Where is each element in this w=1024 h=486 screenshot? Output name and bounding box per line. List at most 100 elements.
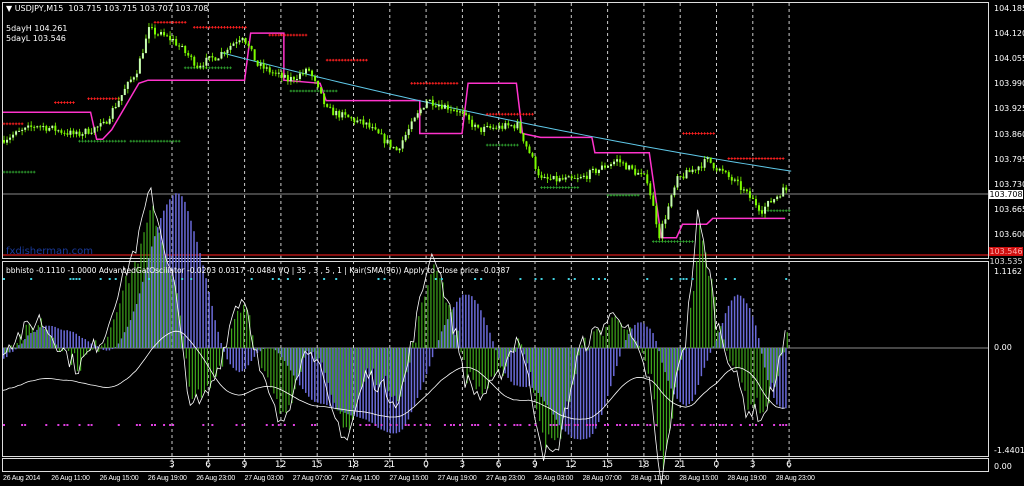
histogram-green-bar xyxy=(209,348,212,389)
candle-body xyxy=(567,176,570,178)
candle-body xyxy=(715,168,718,171)
histogram-green-bar xyxy=(170,275,172,348)
candle-body xyxy=(123,88,126,96)
histogram-blue-bar xyxy=(350,348,352,416)
histogram-blue-bar xyxy=(661,348,663,363)
histogram-blue-bar xyxy=(259,348,262,352)
histogram-green-bar xyxy=(378,348,381,387)
candle-body xyxy=(99,123,102,127)
histogram-blue-bar xyxy=(274,348,277,351)
magenta-dot xyxy=(625,424,628,426)
magenta-dot xyxy=(474,424,477,426)
histogram-green-bar xyxy=(188,348,190,387)
candle-body xyxy=(667,206,670,220)
candle-body xyxy=(311,70,314,77)
histogram-green-bar xyxy=(774,348,776,387)
candle-body xyxy=(193,56,196,66)
five-day-low: 5dayL 103.546 xyxy=(6,34,66,43)
histogram-green-bar xyxy=(581,345,583,348)
magenta-dot xyxy=(519,424,522,426)
histogram-blue-bar xyxy=(437,340,440,348)
candle-body xyxy=(603,165,606,168)
histogram-blue-bar xyxy=(305,348,307,393)
histogram-blue-bar xyxy=(45,325,47,348)
histogram-green-bar xyxy=(520,344,523,348)
candle-body xyxy=(576,178,579,180)
candle-body xyxy=(531,153,534,157)
resistance-dots xyxy=(2,122,24,126)
magenta-dot xyxy=(773,424,776,426)
histogram-blue-bar xyxy=(199,253,201,348)
histogram-blue-bar xyxy=(51,326,53,348)
candle-body xyxy=(111,108,114,119)
candle-body xyxy=(776,196,779,200)
magenta-dot xyxy=(374,424,377,426)
candle-body xyxy=(465,113,468,115)
candle-body xyxy=(507,123,510,126)
cyan-dot xyxy=(383,278,386,280)
candle-body xyxy=(516,122,519,129)
magenta-dot xyxy=(425,424,428,426)
candle-body xyxy=(483,126,486,132)
dropdown-triangle-icon[interactable]: ▼ xyxy=(6,4,13,13)
resistance-dots xyxy=(485,112,534,116)
cyan-dot xyxy=(75,278,78,280)
histogram-blue-bar xyxy=(685,348,688,406)
histogram-green-bar xyxy=(143,232,145,348)
magenta-dot xyxy=(154,424,156,426)
histogram-green-bar xyxy=(243,304,245,348)
magenta-dot xyxy=(169,424,172,426)
histogram-green-bar xyxy=(294,348,296,390)
candle-body xyxy=(114,106,117,109)
histogram-blue-bar xyxy=(341,348,343,412)
indicator-max-label: 1.1162 xyxy=(994,267,1022,276)
hour-tick: 6 xyxy=(495,460,502,470)
histogram-blue-bar xyxy=(697,348,700,385)
support-dots xyxy=(289,89,338,93)
candle-body xyxy=(238,40,241,43)
candle-body xyxy=(552,175,555,180)
magenta-dot xyxy=(682,424,685,426)
magenta-dot xyxy=(700,424,703,426)
histogram-blue-bar xyxy=(214,320,216,348)
magenta-dot xyxy=(585,424,588,426)
candle-body xyxy=(733,179,736,181)
magenta-dot xyxy=(549,424,552,426)
support-dots xyxy=(2,170,36,174)
histogram-blue-bar xyxy=(36,329,38,348)
histogram-green-bar xyxy=(25,324,27,348)
histogram-green-bar xyxy=(357,348,360,400)
histogram-blue-bar xyxy=(226,348,228,360)
magenta-dot xyxy=(277,424,280,426)
histogram-blue-bar xyxy=(253,348,256,357)
candle-body xyxy=(96,126,99,128)
price-tick: 103.600 xyxy=(994,229,1024,239)
candle-body xyxy=(561,178,564,180)
candle-body xyxy=(217,58,220,61)
candle-body xyxy=(175,39,178,46)
candle-body xyxy=(172,39,175,41)
date-label: 27 Aug 07:00 xyxy=(292,475,332,482)
magenta-dot xyxy=(202,424,205,426)
histogram-blue-bar xyxy=(250,348,253,361)
histogram-green-bar xyxy=(339,348,341,414)
histogram-green-bar xyxy=(424,296,426,348)
candle-body xyxy=(365,122,368,125)
cyan-dot xyxy=(108,278,111,280)
candle-body xyxy=(54,125,57,131)
histogram-blue-bar xyxy=(724,313,727,348)
candle-body xyxy=(489,126,492,128)
date-label: 26 Aug 23:00 xyxy=(196,475,236,482)
hour-tick: 3 xyxy=(169,460,175,470)
support-dots xyxy=(485,143,519,147)
histogram-blue-bar xyxy=(102,348,105,350)
candle-body xyxy=(395,147,398,151)
indicator-pane-border xyxy=(2,261,989,457)
cyan-dot xyxy=(670,278,673,280)
candle-body xyxy=(362,119,365,125)
magenta-dot xyxy=(655,424,658,426)
histogram-green-bar xyxy=(523,348,526,355)
histogram-blue-bar xyxy=(9,348,11,353)
candle-body xyxy=(718,168,721,171)
